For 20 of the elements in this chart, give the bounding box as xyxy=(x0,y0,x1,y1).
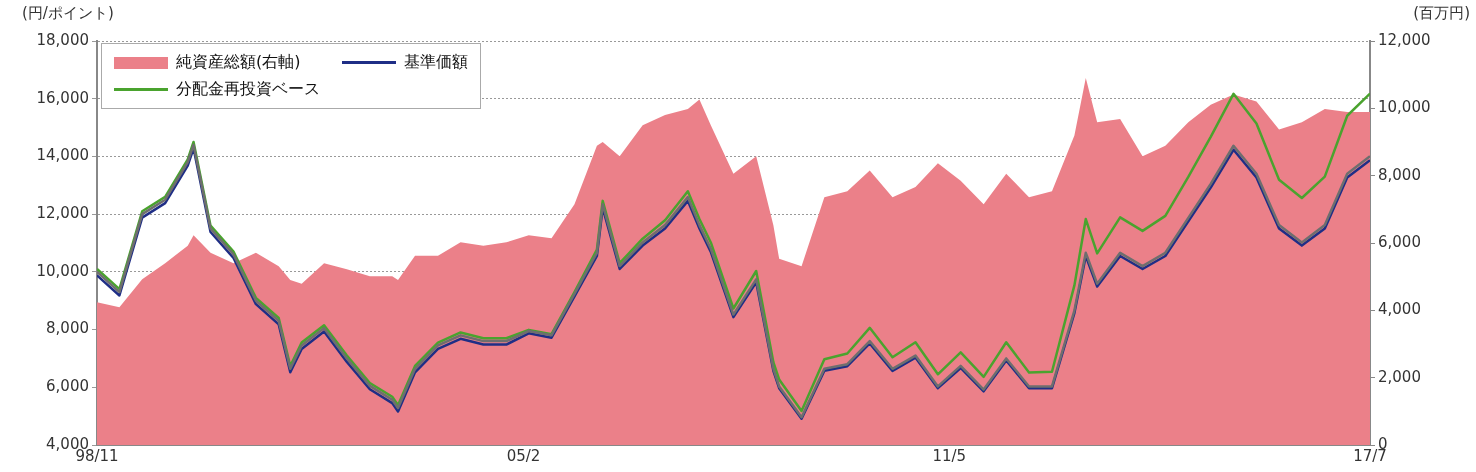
legend-label: 基準価額 xyxy=(404,52,468,73)
y2-tick-label: 2,000 xyxy=(1378,367,1421,386)
y2-tick-label: 10,000 xyxy=(1378,98,1431,117)
legend-label: 分配金再投資ベース xyxy=(176,79,320,100)
y-tick-label: 18,000 xyxy=(36,30,89,49)
x-tick-label: 05/2 xyxy=(506,446,541,465)
y2-tick-label: 6,000 xyxy=(1378,232,1421,251)
y-tick-label: 16,000 xyxy=(36,88,89,107)
y2-tick-label: 8,000 xyxy=(1378,165,1421,184)
y-tick-label: 10,000 xyxy=(36,261,89,280)
y-tick-label: 14,000 xyxy=(36,146,89,165)
y-tick-label: 8,000 xyxy=(46,319,89,338)
y2-tick-label: 12,000 xyxy=(1378,30,1431,49)
y2-axis-title: (百万円) xyxy=(1413,4,1470,23)
x-tick-label: 11/5 xyxy=(932,446,967,465)
y-tick-label: 6,000 xyxy=(46,377,89,396)
y-tick-label: 12,000 xyxy=(36,204,89,223)
legend-label: 純資産総額(右軸) xyxy=(176,52,301,73)
y-axis-title: (円/ポイント) xyxy=(22,4,114,23)
y2-tick-label: 4,000 xyxy=(1378,300,1421,319)
